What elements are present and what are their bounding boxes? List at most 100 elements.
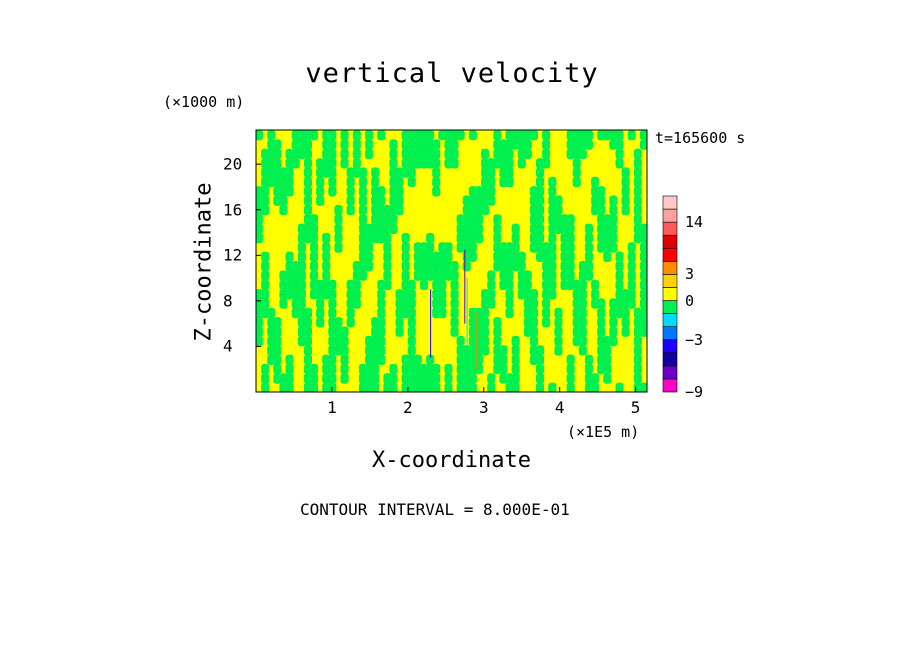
field-cell bbox=[505, 130, 514, 141]
field-cell bbox=[493, 242, 502, 253]
field-cell bbox=[499, 373, 508, 384]
field-cell bbox=[401, 270, 410, 281]
field-cell bbox=[371, 223, 380, 234]
field-cell bbox=[633, 167, 642, 178]
field-cell bbox=[420, 270, 429, 281]
velocity-field bbox=[256, 130, 647, 392]
field-cell bbox=[316, 307, 325, 319]
field-cell bbox=[597, 186, 606, 197]
field-cell bbox=[481, 326, 490, 337]
field-cell bbox=[572, 307, 581, 319]
field-cell bbox=[334, 317, 343, 328]
field-cell bbox=[462, 354, 471, 365]
field-cell bbox=[499, 242, 508, 253]
field-cell bbox=[609, 335, 618, 347]
field-cell bbox=[285, 251, 294, 262]
field-cell bbox=[297, 223, 306, 234]
field-cell bbox=[297, 148, 306, 160]
field-cell bbox=[358, 382, 367, 392]
field-cell bbox=[603, 373, 612, 384]
field-cell bbox=[523, 279, 532, 291]
field-cell bbox=[468, 335, 477, 347]
field-cell bbox=[529, 307, 538, 319]
field-cell bbox=[371, 382, 380, 392]
field-cell bbox=[499, 148, 508, 160]
field-cell bbox=[462, 345, 471, 356]
field-cell bbox=[340, 363, 349, 375]
field-cell bbox=[603, 354, 612, 365]
field-cell bbox=[511, 382, 520, 392]
field-cell bbox=[578, 289, 587, 300]
field-cell bbox=[352, 270, 361, 281]
field-cell bbox=[548, 261, 557, 272]
field-cell bbox=[328, 289, 337, 300]
field-cell bbox=[468, 345, 477, 356]
field-cell bbox=[505, 298, 514, 309]
field-cell bbox=[346, 307, 355, 319]
field-cell bbox=[493, 223, 502, 234]
field-cell bbox=[633, 223, 642, 234]
field-cell bbox=[340, 158, 349, 169]
field-cell bbox=[487, 279, 496, 291]
field-cell bbox=[529, 130, 538, 141]
field-cell bbox=[615, 270, 624, 281]
field-cell bbox=[407, 307, 416, 319]
field-cell bbox=[554, 326, 563, 337]
colorbar-segment bbox=[662, 221, 678, 236]
field-cell bbox=[548, 251, 557, 262]
field-cell bbox=[322, 232, 331, 244]
field-cell bbox=[499, 251, 508, 262]
field-cell bbox=[481, 317, 490, 328]
field-cell bbox=[297, 298, 306, 309]
field-cell bbox=[554, 335, 563, 347]
field-cell bbox=[474, 335, 483, 347]
field-cell bbox=[505, 242, 514, 253]
x-tick-label: 4 bbox=[554, 398, 565, 417]
field-cell bbox=[591, 373, 600, 384]
field-cell bbox=[639, 317, 647, 328]
field-cell bbox=[267, 317, 276, 328]
colorbar-segment bbox=[662, 378, 678, 393]
field-cell bbox=[529, 345, 538, 356]
field-cell bbox=[316, 195, 325, 206]
field-cell bbox=[261, 204, 270, 216]
field-cell bbox=[597, 345, 606, 356]
field-cell bbox=[285, 148, 294, 160]
field-cell bbox=[493, 158, 502, 169]
plot-frame bbox=[255, 129, 648, 393]
field-cell bbox=[474, 214, 483, 225]
field-cell bbox=[407, 158, 416, 169]
field-cell bbox=[389, 223, 398, 234]
field-cell bbox=[401, 298, 410, 309]
field-cell bbox=[554, 214, 563, 225]
field-cell bbox=[273, 345, 282, 356]
field-cell bbox=[529, 289, 538, 300]
field-cell bbox=[578, 139, 587, 150]
field-cell bbox=[481, 345, 490, 356]
field-cell bbox=[444, 251, 453, 262]
field-cell bbox=[438, 298, 447, 309]
field-cell bbox=[365, 373, 374, 384]
field-cell bbox=[572, 130, 581, 141]
field-cell bbox=[542, 261, 551, 272]
colorbar-segment bbox=[662, 339, 678, 354]
field-cell bbox=[597, 130, 606, 141]
field-cell bbox=[413, 382, 422, 392]
field-cell bbox=[474, 232, 483, 244]
field-cell bbox=[529, 223, 538, 234]
field-cell bbox=[542, 317, 551, 328]
field-cell bbox=[633, 373, 642, 384]
field-cell bbox=[493, 139, 502, 150]
field-cell bbox=[297, 326, 306, 337]
field-cell bbox=[328, 326, 337, 337]
field-cell bbox=[548, 242, 557, 253]
field-cell bbox=[621, 317, 630, 328]
field-cell bbox=[346, 289, 355, 300]
field-cell bbox=[621, 186, 630, 197]
field-cell bbox=[401, 307, 410, 319]
field-cell bbox=[548, 270, 557, 281]
field-cell bbox=[481, 289, 490, 300]
field-cell bbox=[633, 335, 642, 347]
field-cell bbox=[395, 289, 404, 300]
